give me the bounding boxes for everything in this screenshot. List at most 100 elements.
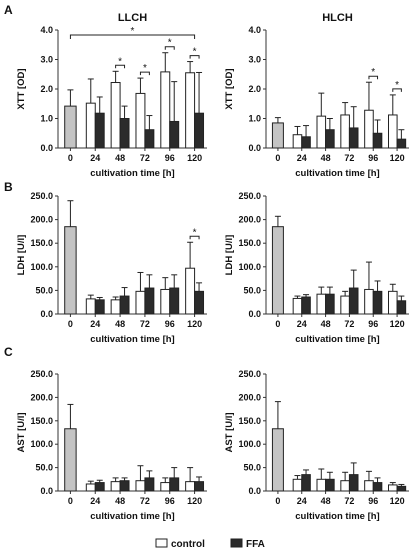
x-axis-label: cultivation time [h]	[295, 511, 379, 522]
bar-ffa	[169, 287, 180, 315]
x-tick-label: 120	[187, 153, 202, 163]
y-tick-label: 100.0	[30, 262, 53, 272]
bar-ffa	[169, 120, 180, 149]
y-tick-label: 150.0	[30, 416, 53, 426]
x-tick-label: 72	[344, 496, 354, 506]
x-axis-label: cultivation time [h]	[90, 334, 174, 345]
chart-a-1: 0.0 1.0 2.0 3.0 4.0 0 24 48 72 96 120 cultivation t…	[16, 12, 207, 179]
significance-marker: *	[371, 67, 375, 78]
y-tick-label: 4.0	[248, 25, 261, 35]
x-tick-label: 0	[68, 319, 73, 329]
bar-control	[388, 484, 398, 492]
significance-bracket	[368, 75, 379, 80]
y-tick-label: 250.0	[30, 369, 53, 379]
chart-b-2: 0.0 50.0 100.0 150.0 200.0 250.0 0 24 48 72 96 120 c…	[224, 191, 409, 345]
bar-baseline	[64, 428, 77, 492]
bar-ffa	[94, 482, 105, 492]
chart-b-1: 0.0 50.0 100.0 150.0 200.0 250.0 0 24 48 72 96 120 c…	[16, 191, 207, 345]
bar-ffa	[348, 474, 359, 492]
y-tick-label: 150.0	[238, 416, 261, 426]
x-tick-label: 24	[297, 496, 307, 506]
x-axis-label: cultivation time [h]	[295, 334, 379, 345]
bar-control	[135, 92, 146, 149]
bar-control	[110, 82, 121, 149]
significance-marker: *	[395, 80, 399, 91]
bar-control	[185, 72, 196, 149]
y-tick-label: 0.0	[40, 309, 53, 319]
y-tick-label: 4.0	[40, 25, 53, 35]
panel-label-b: B	[4, 180, 13, 194]
y-tick-label: 250.0	[238, 369, 261, 379]
x-tick-label: 48	[321, 496, 331, 506]
y-tick-label: 50.0	[243, 463, 261, 473]
x-tick-label: 72	[140, 496, 150, 506]
x-axis-label: cultivation time [h]	[90, 511, 174, 522]
x-tick-label: 72	[140, 153, 150, 163]
bar-control	[160, 482, 171, 492]
y-tick-label: 0.0	[40, 143, 53, 153]
bar-control	[292, 297, 303, 315]
x-tick-label: 0	[275, 496, 280, 506]
y-axis-label: AST [U/l]	[224, 412, 235, 452]
chart-c-1: 0.0 50.0 100.0 150.0 200.0 250.0 0 24 48 72 96 120 c…	[16, 369, 207, 522]
x-tick-label: 48	[321, 153, 331, 163]
chart-a-2: 0.0 1.0 2.0 3.0 4.0 0 24 48 72 96 120 cultivation t…	[224, 12, 409, 179]
bar-ffa	[119, 480, 130, 492]
y-axis-label: XTT [OD]	[16, 68, 27, 109]
y-tick-label: 200.0	[238, 215, 261, 225]
x-tick-label: 72	[344, 319, 354, 329]
bar-ffa	[396, 485, 407, 492]
bar-ffa	[372, 132, 383, 149]
x-tick-label: 48	[115, 153, 125, 163]
y-tick-label: 250.0	[238, 191, 261, 201]
bar-control	[340, 295, 350, 315]
bar-ffa	[301, 474, 311, 492]
x-tick-label: 0	[275, 153, 280, 163]
y-tick-label: 200.0	[238, 392, 261, 402]
x-tick-label: 96	[165, 496, 175, 506]
bar-control	[388, 114, 398, 149]
x-axis-label: cultivation time [h]	[295, 168, 379, 179]
bar-control	[85, 102, 96, 149]
y-tick-label: 100.0	[238, 439, 261, 449]
y-tick-label: 250.0	[30, 191, 53, 201]
bar-control	[316, 115, 327, 149]
x-tick-label: 0	[68, 153, 73, 163]
bar-ffa	[194, 290, 205, 315]
y-axis-label: AST [U/l]	[16, 412, 27, 452]
bar-ffa	[396, 138, 407, 149]
y-tick-label: 50.0	[243, 285, 261, 295]
bar-ffa	[301, 136, 311, 149]
bar-ffa	[119, 118, 130, 149]
x-tick-label: 96	[165, 153, 175, 163]
x-tick-label: 72	[140, 319, 150, 329]
x-tick-label: 96	[368, 496, 378, 506]
y-tick-label: 0.0	[248, 143, 261, 153]
significance-marker: *	[143, 63, 147, 74]
bar-control	[110, 481, 121, 492]
charts-group: 0.0 1.0 2.0 3.0 4.0 0 24 48 72 96 120 cultivation t…	[16, 12, 409, 522]
x-tick-label: 120	[187, 496, 202, 506]
y-tick-label: 100.0	[30, 439, 53, 449]
y-tick-label: 50.0	[35, 285, 53, 295]
bar-control	[316, 478, 327, 492]
legend-swatch-ffa	[230, 538, 243, 548]
x-tick-label: 24	[90, 319, 100, 329]
bar-control	[340, 114, 350, 149]
bar-baseline	[271, 226, 284, 315]
y-axis-label: LDH [U/l]	[224, 235, 235, 276]
bar-control	[135, 480, 146, 492]
bar-control	[85, 483, 96, 492]
legend-label-ffa: FFA	[246, 539, 265, 550]
bar-control	[364, 288, 374, 315]
bar-ffa	[169, 477, 180, 492]
bar-control	[364, 480, 374, 492]
x-tick-label: 120	[187, 319, 202, 329]
y-tick-label: 0.0	[40, 486, 53, 496]
bar-ffa	[94, 112, 105, 149]
bar-control	[388, 290, 398, 315]
legend: control FFA	[155, 538, 265, 550]
y-tick-label: 2.0	[248, 84, 261, 94]
bar-ffa	[194, 112, 205, 149]
panel-label-a: A	[4, 3, 13, 17]
